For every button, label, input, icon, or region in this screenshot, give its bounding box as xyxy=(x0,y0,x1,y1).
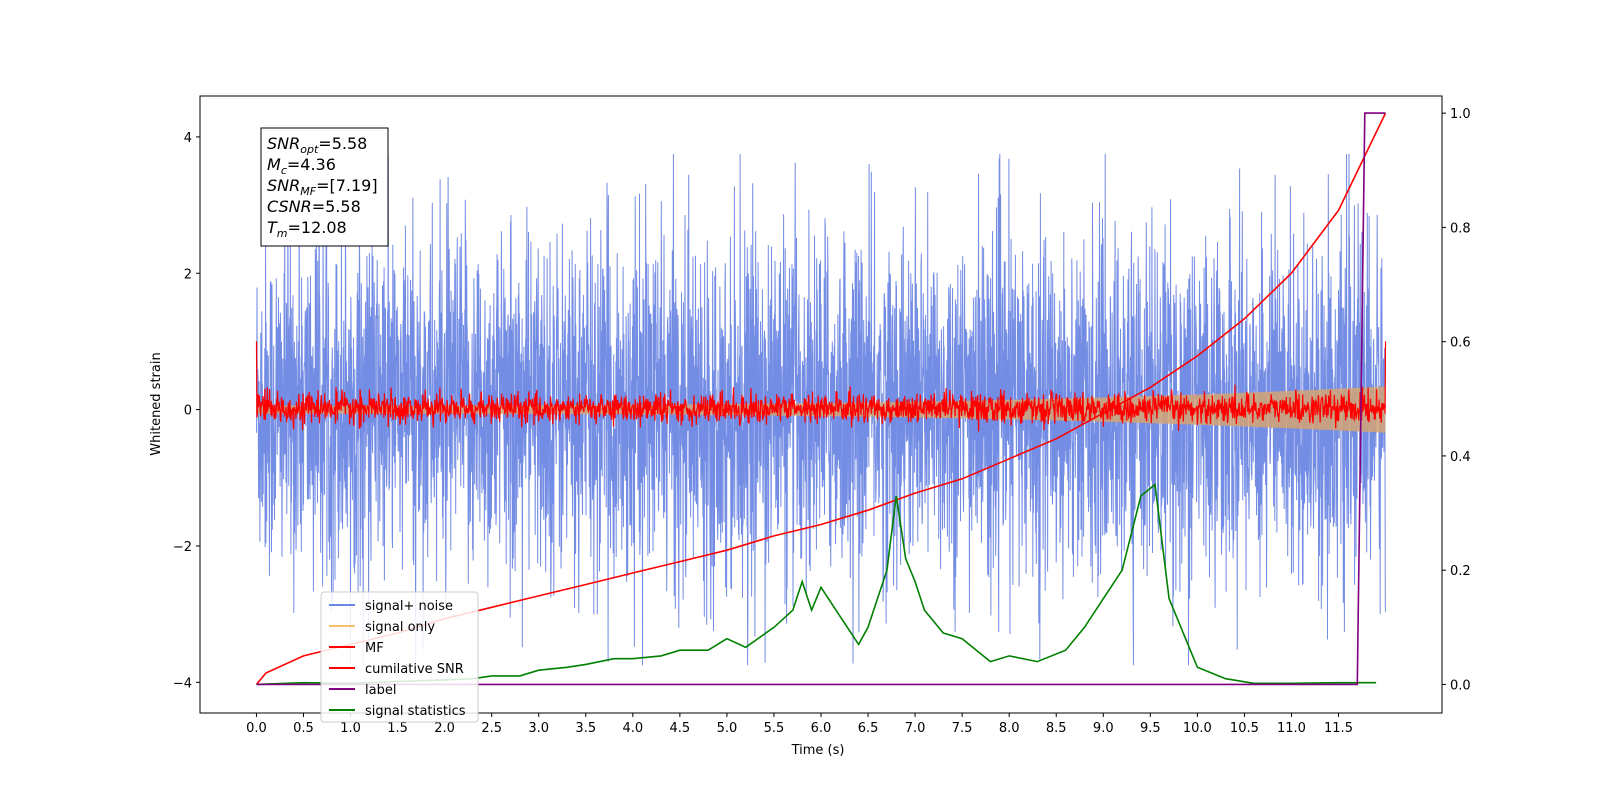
legend: signal+ noise signal only MF cumilative SNR… xyxy=(320,591,479,723)
x-tick-label: 8.0 xyxy=(999,721,1020,736)
annotation-line: Tm=12.08 xyxy=(267,218,347,240)
y2-tick-label: 0.2 xyxy=(1450,564,1471,579)
x-tick-label: 2.0 xyxy=(434,721,455,736)
x-tick-label: 5.5 xyxy=(764,721,785,736)
x-tick-label: 11.5 xyxy=(1324,721,1353,736)
x-tick-label: 10.5 xyxy=(1230,721,1259,736)
series-signal-noise-line xyxy=(256,153,1386,666)
x-tick-label: 1.0 xyxy=(340,721,361,736)
x-axis-title: Time (s) xyxy=(791,743,845,758)
x-tick-label: 9.0 xyxy=(1093,721,1114,736)
y2-tick-label: 0.8 xyxy=(1450,221,1471,236)
x-tick-label: 7.5 xyxy=(952,721,973,736)
y-axis-title: Whitened strain xyxy=(149,352,164,455)
x-tick-label: 0.0 xyxy=(246,721,267,736)
series-mf-line xyxy=(255,341,1387,432)
y-tick-label: −4 xyxy=(173,676,192,691)
x-tick-label: 6.5 xyxy=(858,721,879,736)
x-tick-label: 4.0 xyxy=(622,721,643,736)
x-tick-label: 2.5 xyxy=(481,721,502,736)
series-signal-statistics-line xyxy=(256,482,1377,686)
annotation-line: Mc=4.36 xyxy=(267,155,336,177)
x-tick-label: 11.0 xyxy=(1277,721,1306,736)
legend-label: signal+ noise xyxy=(365,599,453,614)
legend-label: MF xyxy=(365,641,384,656)
y-tick-label: 4 xyxy=(184,131,192,146)
axes-layer: 0.0 0.5 1.0 1.5 2.0 2.5 3.0 3.5 4.0 4.5 5.0 5.5 6.0 6… xyxy=(173,107,1471,736)
annotation-line: SNRopt=5.58 xyxy=(267,134,367,156)
y-tick-label: 2 xyxy=(184,267,192,282)
x-tick-label: 3.0 xyxy=(528,721,549,736)
x-tick-label: 8.5 xyxy=(1046,721,1067,736)
y-tick-label: −2 xyxy=(173,540,192,555)
y2-tick-label: 0.6 xyxy=(1450,336,1471,351)
annotation-frame xyxy=(260,127,389,247)
y2-tick-label: 0.0 xyxy=(1450,678,1471,693)
annotation-line: SNRMF=[7.19] xyxy=(267,176,378,198)
annotation-line: CSNR=5.58 xyxy=(267,197,361,216)
y2-tick-label: 0.4 xyxy=(1450,450,1471,465)
x-tick-label: 4.5 xyxy=(670,721,691,736)
x-tick-label: 1.5 xyxy=(387,721,408,736)
y-tick-label: 0 xyxy=(184,404,192,419)
legend-label: signal only xyxy=(365,620,435,635)
x-tick-label: 0.5 xyxy=(293,721,314,736)
legend-label: signal statistics xyxy=(365,704,466,719)
x-tick-label: 7.0 xyxy=(905,721,926,736)
x-tick-label: 9.5 xyxy=(1140,721,1161,736)
series-label-line xyxy=(256,112,1386,686)
x-tick-label: 5.0 xyxy=(717,721,738,736)
legend-label: cumilative SNR xyxy=(365,662,464,677)
legend-frame xyxy=(320,591,479,723)
x-tick-label: 10.0 xyxy=(1183,721,1212,736)
x-tick-label: 3.5 xyxy=(575,721,596,736)
x-tick-label: 6.0 xyxy=(811,721,832,736)
legend-label: label xyxy=(365,683,396,698)
y2-tick-label: 1.0 xyxy=(1450,107,1471,122)
